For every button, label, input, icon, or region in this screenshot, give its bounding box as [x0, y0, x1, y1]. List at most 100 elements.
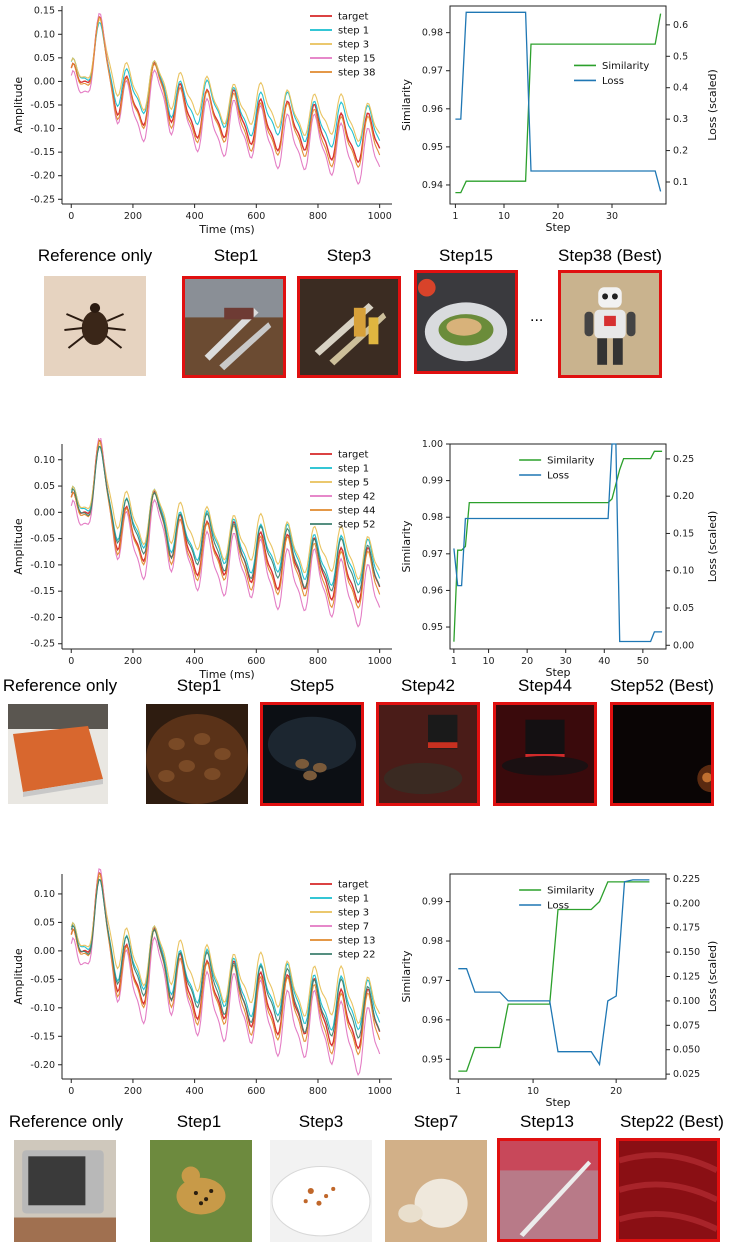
- x-tick-label: 600: [247, 1086, 265, 1097]
- amplitude-chart-2: 0 200 400 600 800 1000 -0.25 -0.20 -0.15 -0.10 -0.…: [12, 438, 392, 681]
- legend-label: Similarity: [547, 456, 594, 467]
- thumbnail-graphic: [14, 1140, 116, 1242]
- y-tick-label: 0.95: [422, 1054, 443, 1065]
- y2-tick-label: 0.025: [673, 1069, 700, 1080]
- y-tick-label: -0.25: [30, 194, 55, 205]
- legend-label: step 44: [338, 506, 376, 517]
- x-axis-label: Step: [545, 1096, 570, 1109]
- thumbnail-graphic: [185, 279, 283, 375]
- legend-label: step 22: [338, 950, 376, 961]
- y-tick-label: -0.05: [30, 974, 55, 985]
- thumbnail-graphic: [496, 705, 594, 803]
- x-tick-label: 20: [552, 211, 564, 222]
- series-line: [455, 11, 662, 192]
- legend-label: Similarity: [547, 886, 594, 897]
- x-tick-label: 400: [186, 211, 204, 222]
- thumbnail-hat-2: [493, 702, 597, 806]
- series-line: [70, 16, 381, 169]
- legend-label: Loss: [547, 471, 569, 482]
- y-axis-label: Amplitude: [12, 948, 25, 1005]
- y-tick-label: -0.05: [30, 534, 55, 545]
- x-tick-label: 400: [186, 1086, 204, 1097]
- thumbnail-graphic: [270, 1140, 372, 1242]
- y-tick-label: 0.96: [422, 104, 443, 115]
- legend-label: Similarity: [602, 61, 649, 72]
- y-tick-label: -0.05: [30, 100, 55, 111]
- y-tick-label: 0.98: [422, 936, 443, 947]
- y2-tick-label: 0.6: [673, 20, 688, 31]
- legend-label: target: [338, 450, 368, 461]
- y-tick-label: -0.20: [30, 612, 55, 623]
- series-line: [458, 881, 650, 1072]
- y2-tick-label: 0.075: [673, 1020, 700, 1031]
- reference-label: Reference only: [8, 1112, 124, 1131]
- thumbnail-book: [8, 704, 108, 804]
- thumbnail-graphic: [385, 1140, 487, 1242]
- step-label: Step42: [401, 676, 455, 695]
- legend-label: step 3: [338, 908, 369, 919]
- step-label: Step1: [176, 676, 222, 695]
- thumbnail-graphic: [619, 1141, 717, 1239]
- thumbnail-cheetah: [150, 1140, 252, 1242]
- thumbnail-knives: [182, 276, 286, 378]
- legend-label: step 1: [338, 464, 369, 475]
- y-tick-label: -0.15: [30, 1031, 55, 1042]
- similarity-loss-chart-2: 1 10 20 30 40 50 0.95 0.96 0.97 0.98 0.99 1.00 0.00 0…: [400, 439, 719, 679]
- step-label: Step15: [439, 246, 493, 265]
- y2-axis-label: Loss (scaled): [706, 511, 719, 583]
- y2-tick-label: 0.125: [673, 972, 700, 983]
- ellipsis-text: ...: [530, 308, 544, 325]
- series-line: [70, 439, 381, 609]
- panel-3: 0 200 400 600 800 1000 -0.20 -0.15 -0.10 -0.05 0.0…: [0, 858, 730, 1109]
- y-tick-label: 0.00: [34, 76, 55, 87]
- y-tick-label: 0.10: [34, 889, 55, 900]
- legend-label: step 5: [338, 478, 369, 489]
- y-tick-label: 0.99: [422, 897, 443, 908]
- y-tick-label: -0.10: [30, 124, 55, 135]
- y-tick-label: 0.05: [34, 481, 55, 492]
- y2-tick-label: 0.200: [673, 898, 700, 909]
- y-tick-label: -0.15: [30, 586, 55, 597]
- x-tick-label: 1: [451, 656, 457, 667]
- thumbnail-graphic: [500, 1141, 598, 1239]
- x-axis-label: Time (ms): [198, 668, 254, 681]
- thumbnail-graphic: [379, 705, 477, 803]
- series-line: [70, 21, 381, 148]
- thumbnail-robot: [558, 270, 662, 378]
- legend-label: step 42: [338, 492, 376, 503]
- y-tick-label: 0.97: [422, 549, 443, 560]
- y-tick-label: 0.94: [422, 180, 443, 191]
- y-tick-label: 0.15: [34, 6, 55, 17]
- y2-tick-label: 0.10: [673, 566, 694, 577]
- reference-label: Reference only: [37, 246, 153, 265]
- y-tick-label: -0.25: [30, 639, 55, 650]
- thumbnail-graphic: [146, 704, 248, 804]
- series-line: [70, 875, 381, 1025]
- thumbnail-jar: [260, 702, 364, 806]
- x-tick-label: 40: [598, 656, 610, 667]
- amplitude-chart-1: 0 200 400 600 800 1000 -0.25 -0.20 -0.15 -0.10 -0.…: [12, 6, 392, 236]
- y2-tick-label: 0.4: [673, 83, 688, 94]
- y2-axis-label: Loss (scaled): [706, 941, 719, 1013]
- x-tick-label: 0: [68, 656, 74, 667]
- thumbnail-knives-2: [297, 276, 401, 378]
- x-tick-label: 20: [521, 656, 533, 667]
- legend-label: Loss: [547, 901, 569, 912]
- series-line: [70, 878, 381, 1039]
- y2-tick-label: 0.05: [673, 603, 694, 614]
- step-label: Step13: [520, 1112, 574, 1131]
- y-tick-label: 0.00: [34, 946, 55, 957]
- thumbnail-garlic: [385, 1140, 487, 1242]
- amplitude-chart-3: 0 200 400 600 800 1000 -0.20 -0.15 -0.10 -0.05 0.0…: [12, 868, 392, 1097]
- y-tick-label: 0.99: [422, 476, 443, 487]
- thumbnail-crumbs: [270, 1140, 372, 1242]
- y-axis-label: Similarity: [400, 950, 413, 1002]
- legend-label: step 7: [338, 922, 369, 933]
- x-tick-label: 800: [309, 656, 327, 667]
- step-label: Step44: [518, 676, 572, 695]
- x-axis-label: Step: [545, 666, 570, 679]
- series-line: [453, 450, 663, 642]
- image-row-2: Reference only Step1 Step5 Step42 Step44…: [0, 668, 730, 818]
- y-tick-label: 0.95: [422, 622, 443, 633]
- y-tick-label: -0.20: [30, 1060, 55, 1071]
